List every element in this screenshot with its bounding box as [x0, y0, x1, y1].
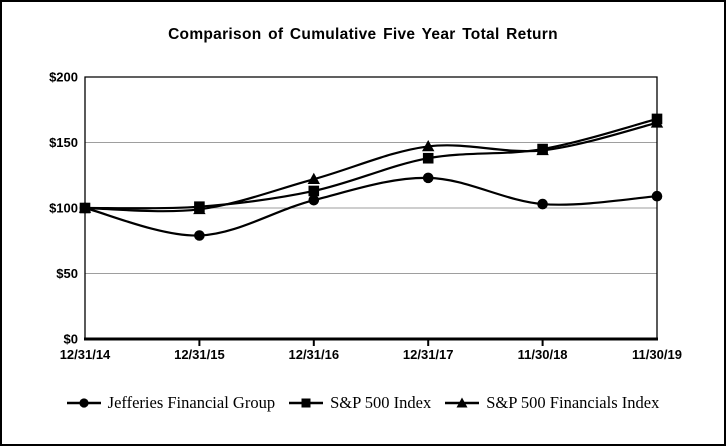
legend-item-s-p-500-financials-index: S&P 500 Financials Index [445, 393, 659, 413]
y-tick-label: $50 [56, 266, 78, 281]
data-point-marker [537, 198, 548, 210]
y-tick-label: $150 [49, 135, 78, 150]
data-point-marker [194, 230, 205, 241]
legend-label: Jefferies Financial Group [107, 393, 276, 412]
x-tick-label: 11/30/18 [518, 347, 568, 362]
circle-legend-marker-icon [66, 398, 101, 408]
x-tick-label: 12/31/16 [288, 347, 339, 362]
y-tick-label: $0 [64, 332, 78, 347]
x-tick-label: 12/31/17 [403, 347, 454, 362]
data-point-marker [194, 201, 205, 212]
data-point-marker [308, 185, 320, 197]
series-jefferies-financial-group [79, 172, 663, 241]
x-tick-label: 11/30/19 [632, 347, 682, 362]
x-tick-label: 12/31/14 [60, 347, 111, 362]
square-legend-marker-icon [289, 398, 324, 408]
x-axis-ticks [198, 340, 544, 346]
series-s-p-500-index [79, 113, 663, 214]
legend-item-s-p-500-index: S&P 500 Index [289, 393, 431, 413]
legend-label: S&P 500 Financials Index [486, 393, 660, 412]
legend-item-jefferies-financial-group: Jefferies Financial Group [66, 393, 276, 413]
data-point-marker [651, 113, 663, 125]
x-tick-label: 12/31/15 [174, 347, 225, 362]
data-point-marker [307, 172, 320, 184]
data-point-marker [308, 194, 320, 206]
legend-label: S&P 500 Index [330, 393, 432, 412]
triangle-legend-marker-icon [445, 397, 480, 408]
data-point-marker [422, 152, 434, 164]
chart-title: Comparison of Cumulative Five Year Total… [168, 26, 558, 43]
y-tick-label: $200 [49, 70, 78, 85]
data-point-marker [79, 202, 91, 214]
data-point-marker [422, 140, 435, 152]
x-axis-labels: 12/31/14 12/31/15 12/31/16 12/31/17 11/30/18… [60, 347, 682, 362]
y-axis-labels: $0 $50 $100 $150 $200 [49, 70, 78, 347]
y-tick-label: $100 [49, 201, 78, 216]
data-point-marker [651, 190, 663, 202]
data-point-marker [422, 172, 434, 184]
series-s-p-500-financials-index [78, 116, 664, 215]
chart-legend: Jefferies Financial Group S&P 500 Index S&… [2, 393, 724, 413]
data-point-marker [537, 143, 548, 155]
